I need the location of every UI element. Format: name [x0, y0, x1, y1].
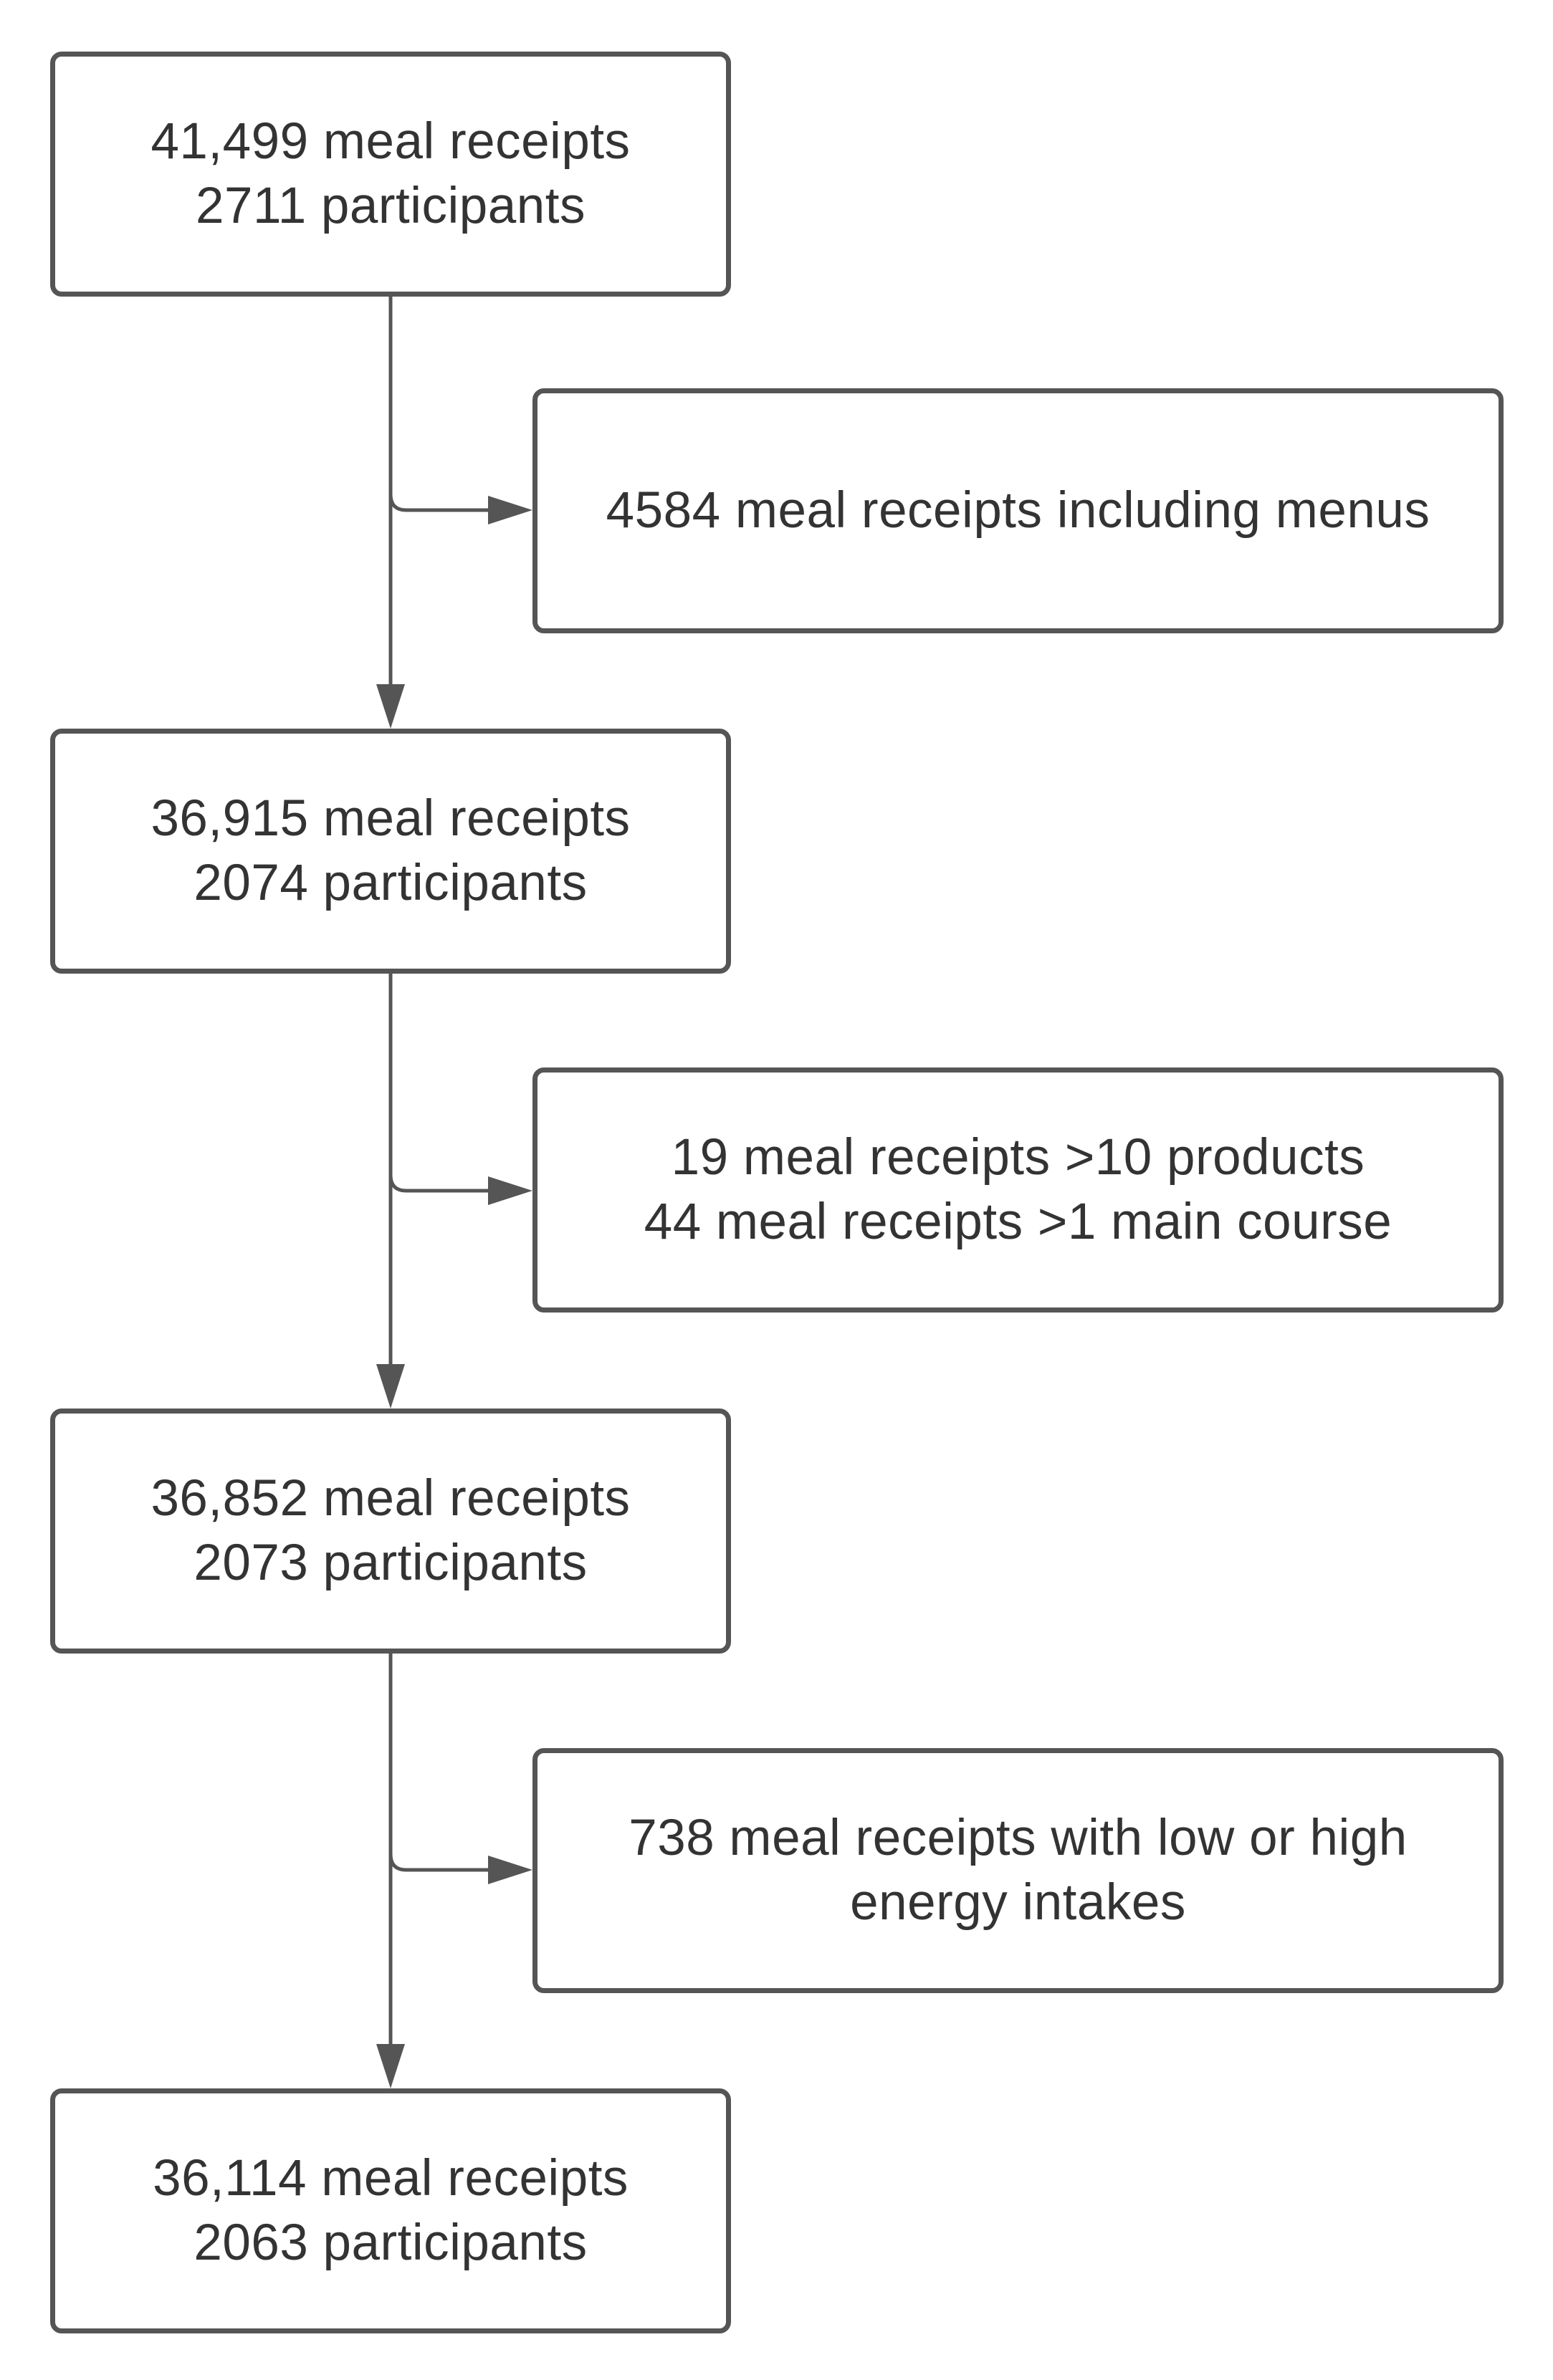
exclusion-box-energy: 738 meal receipts with low or high energ…	[532, 1748, 1504, 1993]
branch-connector-2	[388, 1174, 488, 1193]
exclusion-text-products: 19 meal receipts >10 products	[671, 1129, 1365, 1186]
exclusion-box-menus: 4584 meal receipts including menus	[532, 388, 1504, 633]
branch-connector-1	[388, 494, 488, 512]
arrowhead-down-3	[376, 2044, 405, 2088]
branch-connector-3	[388, 1853, 488, 1872]
exclusion-text: 4584 meal receipts including menus	[606, 482, 1430, 539]
step-box-receipts: 36,852 meal receipts	[150, 1470, 631, 1527]
arrowhead-right-1	[488, 496, 532, 524]
exclusion-text-line2: energy intakes	[850, 1874, 1186, 1931]
step-box-after-menus: 36,915 meal receipts 2074 participants	[50, 729, 731, 974]
step-box-initial: 41,499 meal receipts 2711 participants	[50, 52, 731, 297]
step-box-final: 36,114 meal receipts 2063 participants	[50, 2088, 731, 2333]
exclusion-text-line1: 738 meal receipts with low or high	[629, 1810, 1408, 1866]
step-box-participants: 2711 participants	[196, 178, 586, 234]
step-box-after-products: 36,852 meal receipts 2073 participants	[50, 1409, 731, 1654]
step-box-participants: 2063 participants	[193, 2215, 588, 2271]
step-box-participants: 2074 participants	[193, 855, 588, 911]
arrowhead-right-3	[488, 1856, 532, 1884]
arrowhead-right-2	[488, 1176, 532, 1205]
arrowhead-down-2	[376, 1364, 405, 1409]
exclusion-box-products: 19 meal receipts >10 products 44 meal re…	[532, 1067, 1504, 1313]
arrowhead-down-1	[376, 684, 405, 729]
exclusion-text-main-course: 44 meal receipts >1 main course	[644, 1194, 1392, 1250]
step-box-participants: 2073 participants	[193, 1535, 588, 1591]
step-box-receipts: 41,499 meal receipts	[150, 113, 631, 170]
step-box-receipts: 36,915 meal receipts	[150, 790, 631, 847]
step-box-receipts: 36,114 meal receipts	[153, 2150, 629, 2207]
